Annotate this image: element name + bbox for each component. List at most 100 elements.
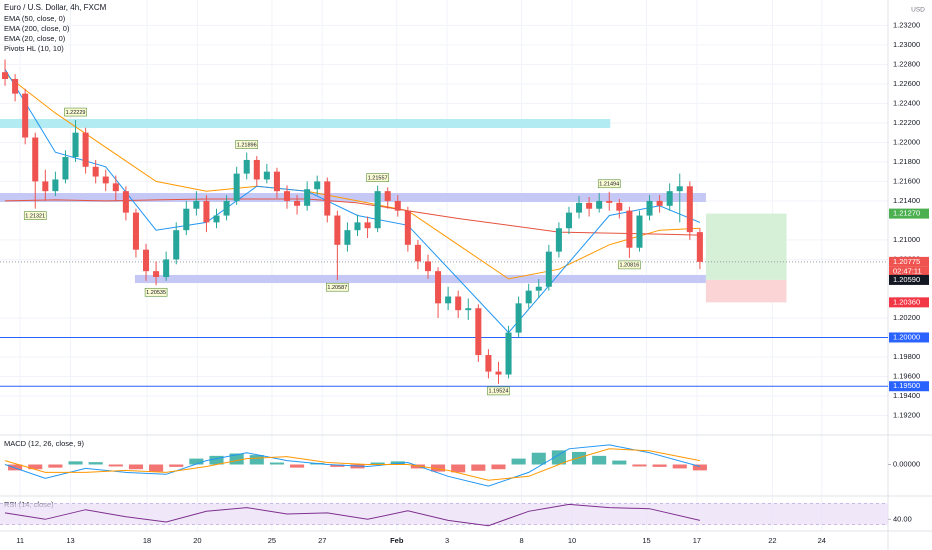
x-tick-label: 10 [568,536,576,545]
histogram-bar [471,464,486,471]
indicator-line [4,73,700,280]
candle-body [576,202,583,213]
candle-body [465,308,472,311]
pivot-label-box [326,282,349,292]
y-tick-label: 1.22800 [893,59,920,68]
candle-body [525,290,532,304]
y-tick-label: 1.22200 [893,118,920,127]
pivot-label-box [618,260,641,270]
chart-title: Euro / U.S. Dollar, 4h, FXCM [4,3,107,12]
histogram-bar [390,461,405,465]
histogram-bar [330,464,345,467]
y-tick-label: 1.21400 [893,196,920,205]
candle-body [112,183,119,192]
pivot-label-box [366,173,389,182]
x-tick-label: 27 [318,536,326,545]
candle-body [102,176,109,184]
legend-entry: EMA (50, close, 0) [4,14,66,23]
pivot-label-box [23,211,47,220]
candle-body [606,200,613,203]
candle-body [414,244,421,262]
histogram-bar [511,458,526,465]
candle-body [445,296,452,304]
x-tick-label: 13 [66,536,74,545]
indicator-line [4,198,700,236]
legend-entry: Pivots HL (10, 10) [4,44,64,53]
histogram-bar [370,462,385,465]
candle-body [636,215,643,248]
price-tag [889,297,929,308]
candle-body [565,212,572,229]
y-tick-label: 1.21600 [893,176,920,185]
x-tick-label: 8 [520,536,524,545]
histogram-bar [229,453,244,465]
pivot-label-box [235,140,259,149]
candle-body [263,171,270,180]
candle-body [475,308,482,356]
indicator-line [4,444,701,487]
y-tick-label: 0.00000 [893,459,920,468]
candle-body [213,215,220,223]
histogram-bar [692,464,707,471]
candle-body [666,191,673,206]
histogram-bar [48,464,63,468]
pivot-label: 1.22229 [66,110,86,116]
axis-unit: USD [911,7,925,14]
candle-body [656,200,663,206]
candle-body [384,191,391,201]
candle-body [686,186,693,233]
pivot-label-box [64,107,87,117]
candle-body [455,296,462,311]
candle-body [545,251,552,287]
rsi-band [0,503,888,525]
price-tag-label: 1.21270 [893,209,920,218]
pivot-label: 1.20587 [327,285,347,291]
candle-body [626,210,633,248]
histogram-bar [209,455,224,465]
pivot-label: 1.19524 [489,389,509,395]
candle-body [72,132,79,158]
y-tick-label: 1.19400 [893,391,920,400]
y-tick-label: 1.19800 [893,352,920,361]
candle-body [394,200,401,211]
zone [705,213,787,280]
pane-title: MACD (12, 26, close, 9) [4,439,85,448]
zone [705,279,787,303]
y-tick-label: 1.19600 [893,371,920,380]
pivot-label: 1.20535 [146,290,166,296]
price-tag-label: 1.20000 [893,332,920,341]
candle-body [22,93,29,138]
candle-body [92,166,99,177]
countdown: 02:47:11 [893,266,922,275]
candle-body [42,181,49,192]
histogram-bar [169,464,184,467]
price-tag-label: 1.19500 [893,381,920,390]
x-tick-label: 24 [818,536,826,545]
x-tick-label: 15 [642,536,650,545]
price-tag [889,256,929,267]
candle-body [253,159,260,180]
histogram-bar [149,464,164,472]
candle-body [12,79,19,94]
candle-body [273,171,280,192]
candle-body [62,157,69,180]
candle-body [223,200,230,216]
histogram-bar [431,464,446,472]
candle-body [32,137,39,182]
candle-body [334,215,341,245]
candle-body [586,202,593,209]
histogram-bar [672,464,687,469]
y-tick-label: 1.19200 [893,410,920,419]
histogram-bar [128,464,143,470]
candle-body [696,232,703,262]
candle-body [173,230,180,260]
histogram-bar [88,462,103,465]
y-tick-label: 40.00 [893,514,912,523]
histogram-bar [612,460,627,465]
y-tick-label: 1.23000 [893,40,920,49]
candle-body [324,181,331,216]
candle-body [52,179,59,192]
pivot-label: 1.21896 [237,142,257,148]
x-tick-label: Feb [390,536,404,545]
